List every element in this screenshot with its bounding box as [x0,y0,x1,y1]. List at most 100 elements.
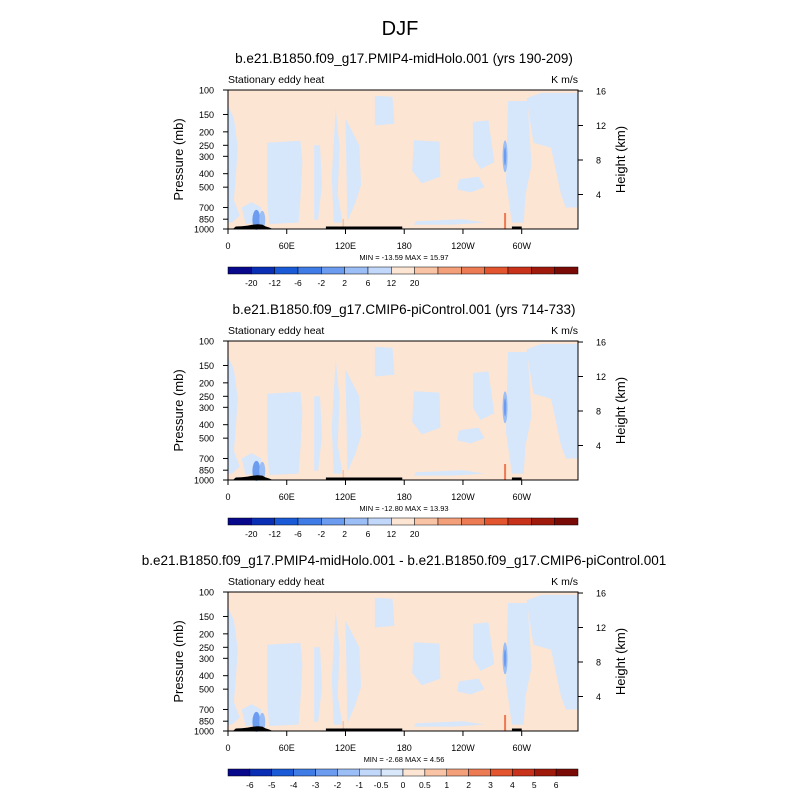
y-tick-label: 1000 [194,727,214,737]
colorbar-label: -20 [245,529,258,539]
colorbar-label: -20 [245,278,258,288]
y-tick-label: 1000 [194,225,214,235]
colorbar-label: 2 [466,780,471,790]
colorbar-label: 0 [401,780,406,790]
colorbar-label: 20 [410,278,420,288]
y-tick-label: 850 [199,466,214,476]
field-region-negative [457,678,485,695]
colorbar-bin [297,517,322,526]
field-region-negative [374,597,395,628]
colorbar-label: 5 [532,780,537,790]
colorbar-bin [321,266,345,275]
field-anomaly-positive [504,213,507,229]
colorbar-label: 12 [387,529,397,539]
x-tick-label: 0 [225,743,230,753]
y-right-tick-label: 12 [596,372,606,382]
min-max-label: MIN = -2.68 MAX = 4.56 [364,755,445,764]
y-tick-label: 1000 [194,476,214,486]
colorbar-bin [507,266,532,275]
colorbar-bin [512,768,535,777]
colorbar-label: -6 [246,780,254,790]
x-tick-label: 60E [279,492,295,502]
y-tick-label: 100 [199,337,214,347]
field-region-negative [526,343,578,459]
colorbar-label: 6 [554,780,559,790]
y-tick-label: 100 [199,588,214,598]
colorbar-bin [461,517,485,526]
y-right-tick-label: 4 [596,190,601,200]
colorbar-bin [271,768,294,777]
x-tick-label: 0 [225,241,230,251]
y-axis-label: Pressure (mb) [171,369,186,451]
field-anomaly-positive [504,715,507,731]
field-region-negative [374,346,395,377]
colorbar-bin [337,768,360,777]
field-anomaly-negative [503,398,507,417]
colorbar-bin [227,517,252,526]
field-region-negative [331,610,343,725]
colorbar-label: 0.5 [419,780,431,790]
colorbar-label: 2 [342,278,347,288]
field-region-negative [228,607,240,725]
panel-left-label: Stationary eddy heat [228,576,324,588]
y-tick-label: 150 [199,612,214,622]
y-tick-label: 250 [199,392,214,402]
colorbar-bin [437,517,462,526]
colorbar-bin [274,266,299,275]
colorbar-label: -4 [290,780,298,790]
field-region-negative [374,95,395,126]
panel-left-label: Stationary eddy heat [228,325,324,337]
y-tick-label: 700 [199,203,214,213]
y-tick-label: 400 [199,169,214,179]
colorbar-bin [391,517,415,526]
field-region-negative [228,356,240,474]
terrain-americas [511,728,522,731]
field-region-negative [345,620,362,724]
colorbar-bin [414,517,439,526]
min-max-label: MIN = -12.80 MAX = 13.93 [359,504,448,513]
field-region-negative [267,642,303,726]
y-tick-label: 200 [199,378,214,388]
colorbar-bin [249,768,272,777]
colorbar-label: -5 [268,780,276,790]
y-axis-label: Pressure (mb) [171,620,186,702]
terrain-pacific [325,728,403,731]
y-tick-label: 250 [199,141,214,151]
panel-title: b.e21.B1850.f09_g17.PMIP4-midHolo.001 (y… [235,51,573,66]
figure-title: DJF [382,18,419,40]
field-region-negative [472,622,495,671]
y-tick-label: 500 [199,183,214,193]
field-anomaly-negative [503,147,507,166]
field-region-negative [412,642,441,686]
colorbar-bin [534,768,557,777]
panel-right-label: K m/s [551,74,578,86]
colorbar-label: -2 [318,278,326,288]
field-region-negative [506,101,532,223]
field-anomaly-positive [342,470,345,480]
plot-frame [227,89,579,230]
y-tick-label: 300 [199,403,214,413]
y-right-axis-label: Height (km) [613,126,628,193]
field-region-negative [345,118,362,222]
y-right-tick-label: 8 [596,658,601,668]
x-tick-label: 120W [451,743,475,753]
field-anomaly-negative [259,461,266,480]
y-tick-label: 200 [199,127,214,137]
colorbar-label: -12 [269,278,282,288]
field-region-negative [506,603,532,725]
y-tick-label: 150 [199,110,214,120]
colorbar-label: 3 [488,780,493,790]
y-tick-label: 200 [199,629,214,639]
colorbar-bin [531,266,555,275]
colorbar-bin [251,266,275,275]
colorbar-bin [315,768,338,777]
colorbar-bin [274,517,299,526]
colorbar-bin [484,266,509,275]
colorbar-label: -12 [269,529,282,539]
y-right-tick-label: 4 [596,692,601,702]
y-right-tick-label: 8 [596,156,601,166]
field-region-negative [228,105,240,223]
colorbar-bin [437,266,462,275]
field-region-negative [267,140,303,224]
